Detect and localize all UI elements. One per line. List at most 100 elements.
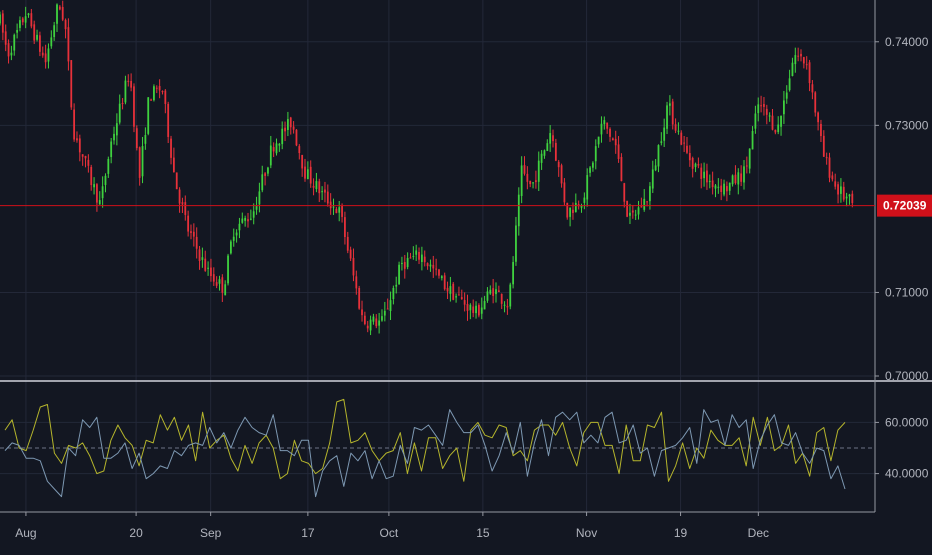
candle[interactable] [36, 29, 38, 42]
candle[interactable] [124, 75, 127, 105]
candle[interactable] [480, 297, 483, 320]
candle[interactable] [649, 182, 651, 210]
candle[interactable] [814, 91, 817, 117]
candle[interactable] [104, 173, 107, 193]
candle[interactable] [292, 121, 295, 134]
candle[interactable] [842, 181, 845, 202]
candle[interactable] [170, 135, 172, 165]
candle[interactable] [247, 212, 249, 228]
candle[interactable] [420, 246, 423, 271]
candle[interactable] [734, 165, 737, 185]
candle[interactable] [289, 116, 292, 135]
candle[interactable] [540, 150, 543, 170]
candle[interactable] [654, 159, 657, 172]
candle[interactable] [366, 320, 369, 333]
candle[interactable] [121, 98, 124, 110]
candle[interactable] [463, 292, 466, 312]
candle[interactable] [569, 207, 572, 227]
candle[interactable] [187, 210, 190, 237]
candle[interactable] [623, 182, 626, 208]
candle[interactable] [783, 90, 785, 125]
candle[interactable] [389, 291, 392, 320]
candle[interactable] [611, 137, 614, 141]
candle[interactable] [281, 121, 284, 150]
candle[interactable] [834, 173, 837, 190]
candle[interactable] [164, 89, 167, 114]
candle[interactable] [791, 57, 794, 77]
candle[interactable] [668, 95, 671, 116]
candle[interactable] [552, 129, 554, 148]
candle[interactable] [315, 172, 318, 193]
candle[interactable] [763, 97, 765, 116]
candle[interactable] [398, 261, 400, 285]
candle[interactable] [629, 203, 631, 224]
candle[interactable] [594, 139, 597, 170]
candle[interactable] [309, 160, 312, 188]
candle[interactable] [600, 116, 603, 143]
candle[interactable] [418, 247, 420, 265]
candle[interactable] [135, 125, 138, 151]
candle[interactable] [723, 179, 725, 197]
candle[interactable] [851, 190, 854, 208]
candle[interactable] [153, 84, 155, 102]
candle[interactable] [147, 96, 150, 136]
candle[interactable] [284, 121, 286, 142]
candle[interactable] [554, 138, 557, 162]
candle[interactable] [660, 132, 663, 146]
candle[interactable] [460, 289, 463, 300]
candle[interactable] [760, 95, 762, 113]
candle[interactable] [848, 193, 851, 205]
candle[interactable] [324, 181, 326, 203]
price-pane-candles[interactable] [0, 0, 854, 336]
candle[interactable] [777, 116, 780, 135]
candle[interactable] [201, 247, 204, 268]
candle[interactable] [780, 115, 782, 136]
candle[interactable] [401, 256, 403, 271]
candle[interactable] [56, 3, 58, 32]
candle[interactable] [87, 154, 90, 173]
candle[interactable] [138, 146, 141, 186]
candle[interactable] [643, 189, 646, 212]
candle[interactable] [765, 104, 768, 125]
candle[interactable] [825, 152, 828, 165]
candle[interactable] [820, 119, 822, 142]
candle[interactable] [557, 159, 560, 177]
candle[interactable] [127, 74, 130, 87]
candle[interactable] [845, 192, 848, 207]
candle[interactable] [526, 166, 529, 190]
candle[interactable] [403, 254, 406, 279]
candle[interactable] [768, 112, 771, 122]
candle[interactable] [785, 85, 788, 104]
candle[interactable] [771, 108, 774, 131]
candle[interactable] [449, 276, 452, 302]
candle[interactable] [344, 211, 346, 245]
candle[interactable] [560, 163, 563, 188]
candle[interactable] [620, 153, 623, 182]
candle[interactable] [429, 259, 432, 272]
candle[interactable] [363, 311, 366, 326]
candle[interactable] [227, 253, 229, 286]
candle[interactable] [47, 43, 50, 69]
candle[interactable] [78, 134, 81, 162]
candle[interactable] [500, 293, 503, 310]
candle[interactable] [44, 44, 47, 69]
candle[interactable] [341, 203, 343, 223]
candle[interactable] [495, 282, 497, 303]
candle[interactable] [375, 314, 378, 329]
candle[interactable] [455, 293, 457, 303]
candle[interactable] [264, 172, 267, 186]
candle[interactable] [272, 142, 275, 158]
candle[interactable] [144, 127, 147, 150]
candle[interactable] [586, 168, 589, 207]
candle[interactable] [301, 154, 304, 177]
candle[interactable] [232, 228, 235, 247]
candle[interactable] [466, 294, 469, 321]
candle[interactable] [708, 174, 711, 189]
candle[interactable] [409, 252, 412, 259]
candle[interactable] [486, 287, 489, 303]
candle[interactable] [210, 258, 212, 282]
candle[interactable] [520, 156, 523, 204]
candle[interactable] [295, 129, 298, 147]
candle[interactable] [53, 21, 56, 41]
candle[interactable] [523, 156, 526, 176]
